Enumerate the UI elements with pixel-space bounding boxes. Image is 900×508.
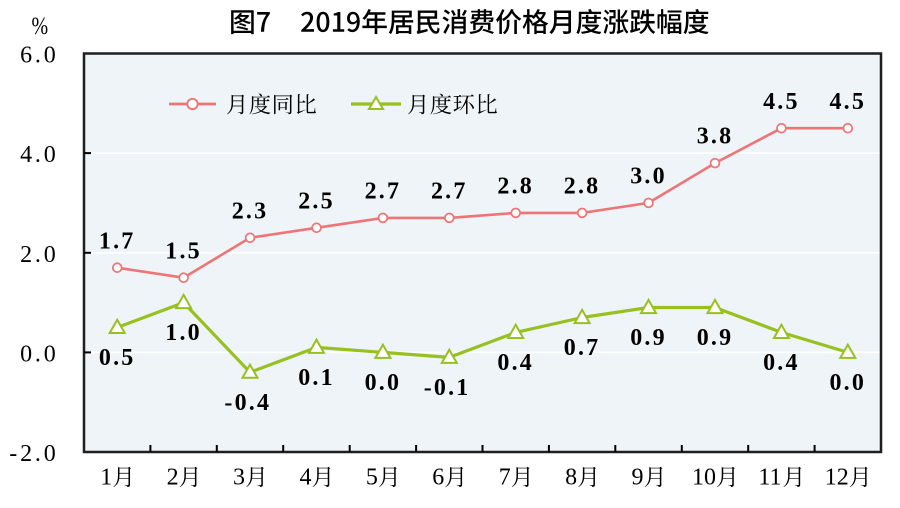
svg-text:0.0: 0.0 <box>829 370 866 396</box>
svg-text:0.5: 0.5 <box>99 345 136 371</box>
svg-text:%: % <box>32 12 49 40</box>
svg-text:9: 9 <box>632 464 644 490</box>
svg-text:11: 11 <box>758 464 781 490</box>
svg-text:3.0: 3.0 <box>630 164 667 190</box>
svg-text:-0.4: -0.4 <box>224 390 271 416</box>
svg-text:0.0: 0.0 <box>20 341 58 367</box>
svg-text:0.4: 0.4 <box>497 350 534 376</box>
svg-text:2.7: 2.7 <box>365 179 402 205</box>
svg-text:2.5: 2.5 <box>298 188 335 214</box>
svg-text:0.0: 0.0 <box>365 370 402 396</box>
svg-text:12: 12 <box>825 464 849 490</box>
svg-text:3.8: 3.8 <box>697 124 734 150</box>
svg-text:2.0: 2.0 <box>20 242 58 268</box>
svg-text:4: 4 <box>300 464 312 490</box>
svg-text:3: 3 <box>233 464 245 490</box>
svg-text:0.1: 0.1 <box>298 365 335 391</box>
svg-text:8: 8 <box>565 464 577 490</box>
svg-text:0.7: 0.7 <box>564 335 601 361</box>
svg-text:6.0: 6.0 <box>20 43 58 69</box>
svg-text:2.8: 2.8 <box>564 174 601 200</box>
svg-text:1.7: 1.7 <box>99 228 136 254</box>
svg-text:1.5: 1.5 <box>165 238 202 264</box>
svg-text:4.5: 4.5 <box>763 89 800 115</box>
svg-text:6: 6 <box>432 464 444 490</box>
svg-text:0.9: 0.9 <box>697 325 734 351</box>
svg-text:0.9: 0.9 <box>630 325 667 351</box>
svg-text:1: 1 <box>100 464 112 490</box>
svg-text:2.8: 2.8 <box>497 174 534 200</box>
svg-text:4.5: 4.5 <box>829 89 866 115</box>
svg-text:-0.1: -0.1 <box>424 375 471 401</box>
svg-text:7: 7 <box>499 464 511 490</box>
svg-text:2.7: 2.7 <box>431 179 468 205</box>
svg-text:-2.0: -2.0 <box>9 441 58 467</box>
svg-text:2: 2 <box>167 464 179 490</box>
svg-text:2.3: 2.3 <box>232 198 269 224</box>
svg-text:0.4: 0.4 <box>763 350 800 376</box>
svg-text:10: 10 <box>692 464 716 490</box>
svg-text:4.0: 4.0 <box>20 142 58 168</box>
svg-text:5: 5 <box>366 464 378 490</box>
svg-text:1.0: 1.0 <box>165 320 202 346</box>
